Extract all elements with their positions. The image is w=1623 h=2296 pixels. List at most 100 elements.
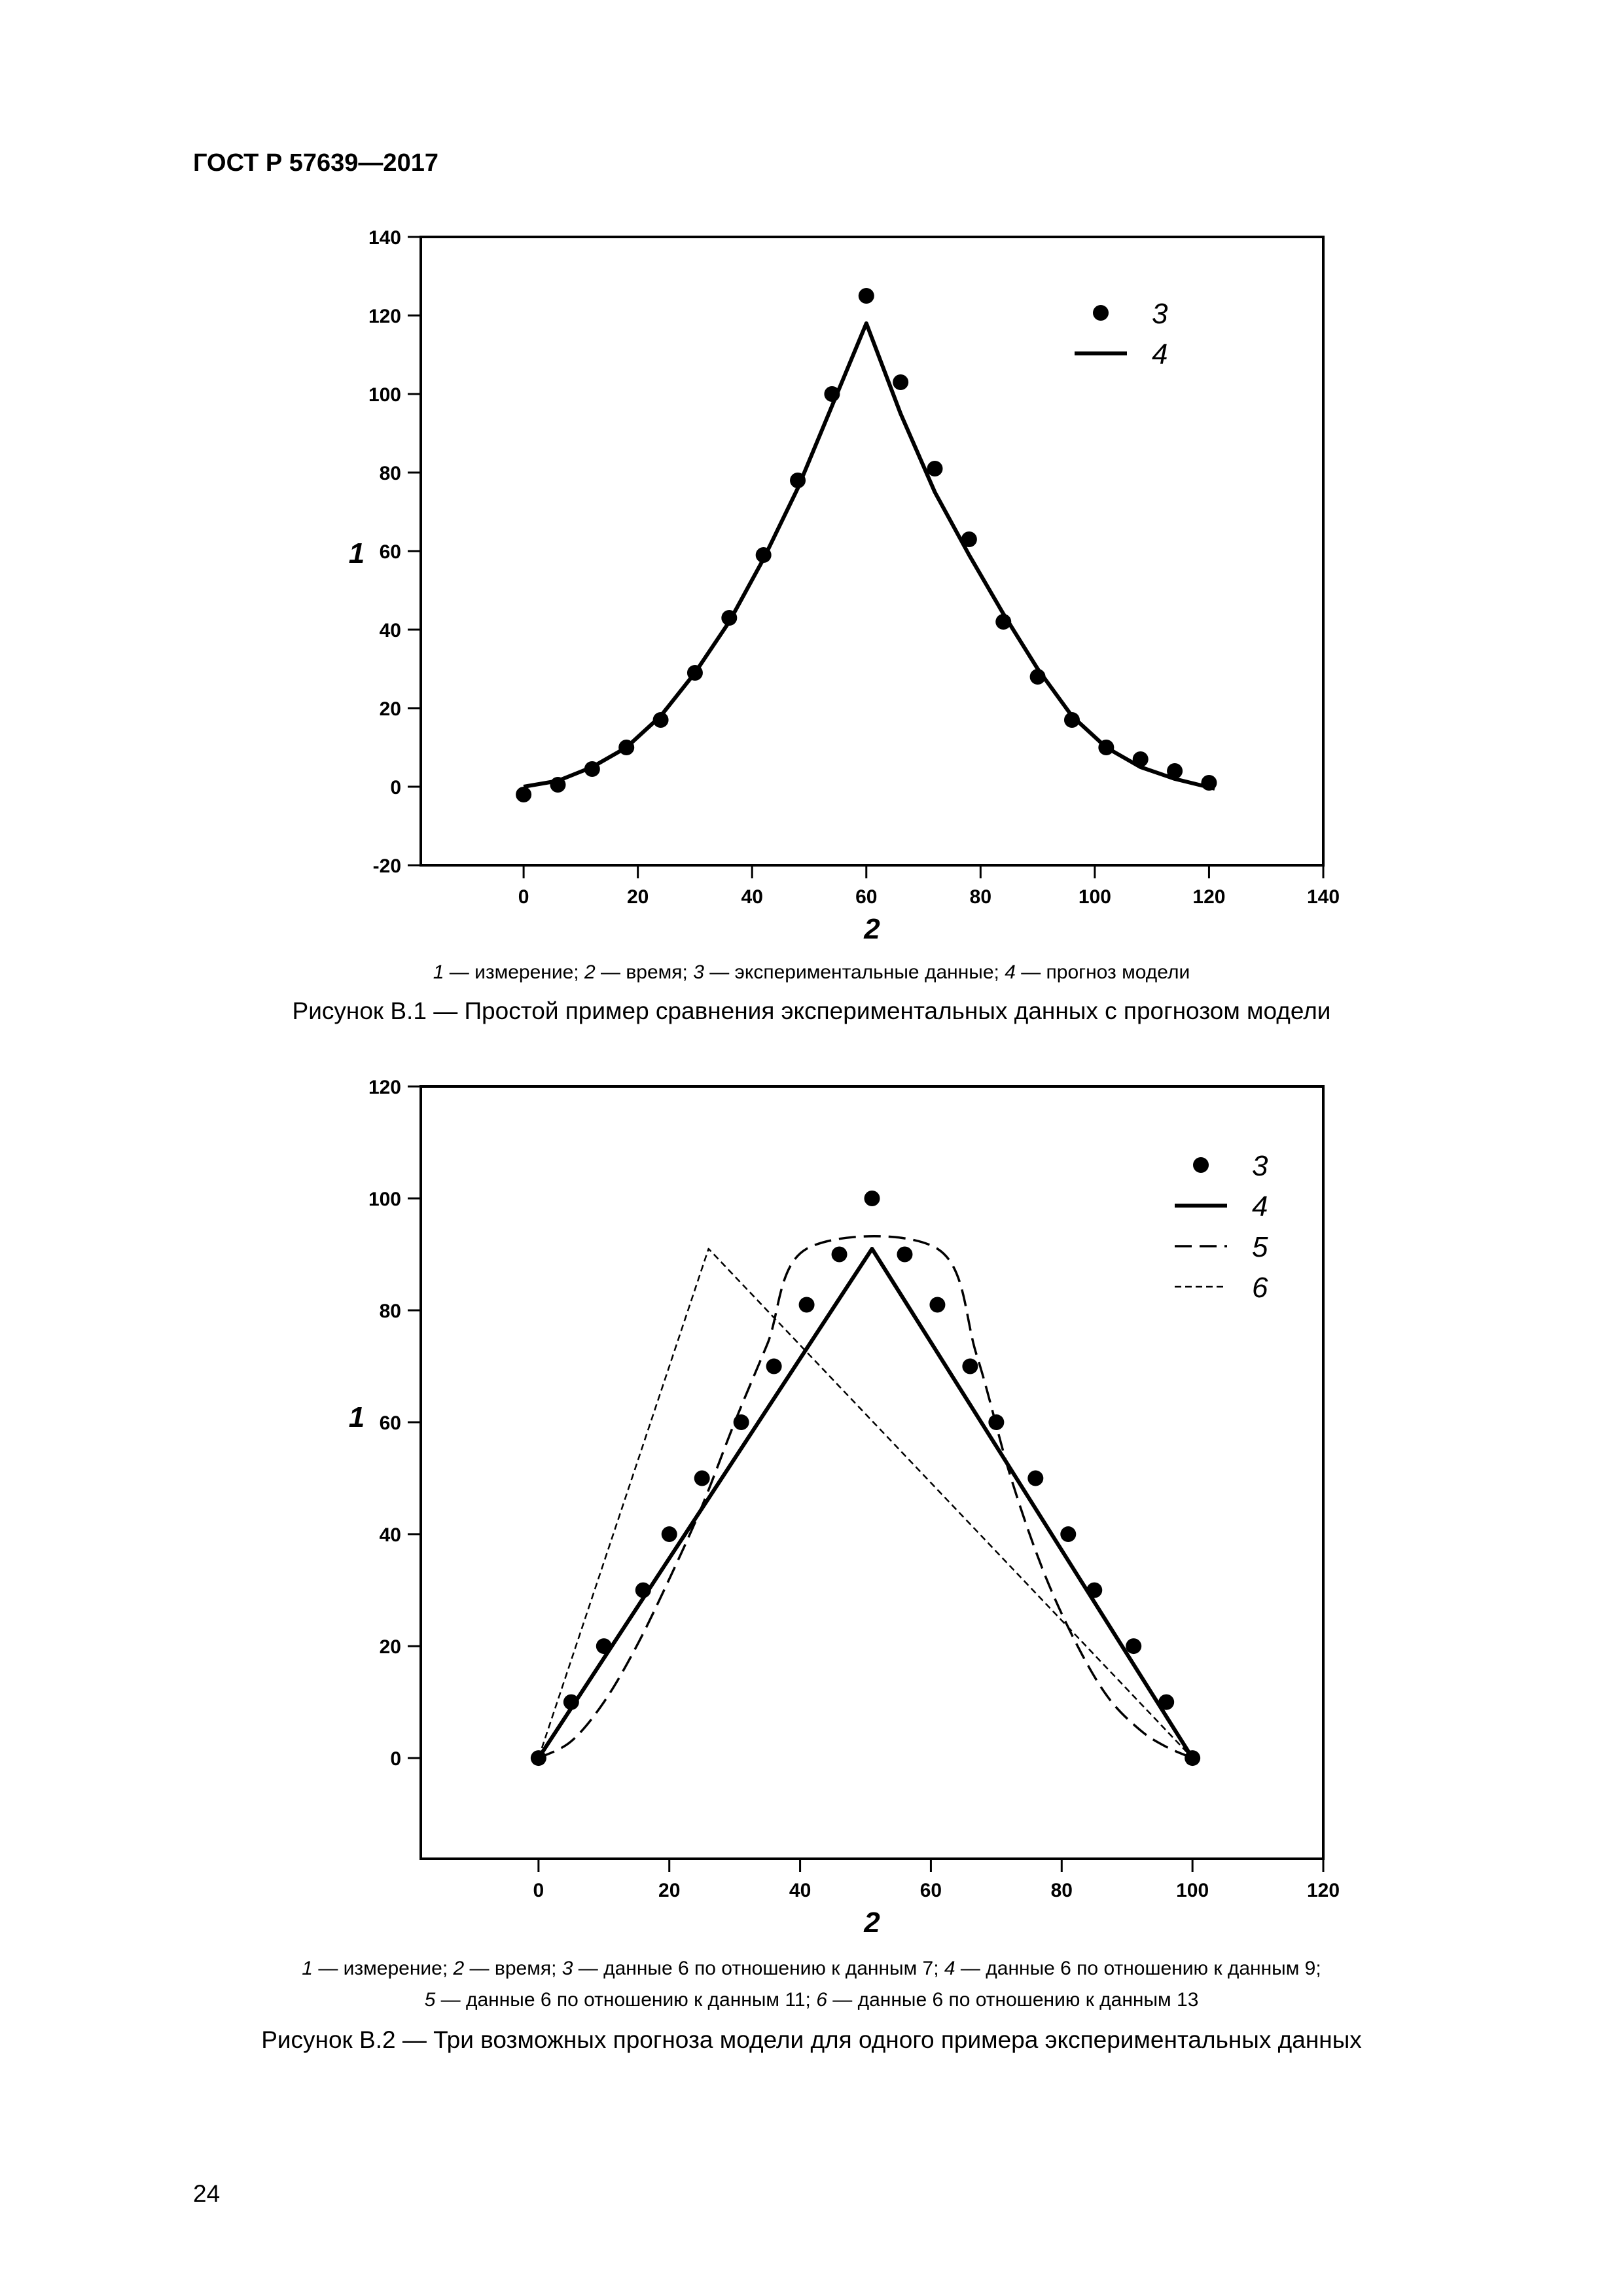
data-point [1060,1526,1077,1543]
legend-marker [1093,305,1109,321]
data-point [1158,1694,1175,1710]
x-tick-label: 100 [1079,886,1111,908]
legend-label: 5 [1252,1231,1268,1263]
x-tick-label: 40 [789,1880,811,1901]
x-tick-label: 20 [627,886,649,908]
data-point [1063,712,1080,728]
data-point [962,1358,978,1374]
legend-label: 3 [1252,1150,1268,1182]
x-axis-label: 2 [863,1907,880,1939]
y-tick-label: 120 [368,1077,401,1098]
x-tick-label: 140 [1307,886,1340,908]
legend-label: 4 [1252,1191,1268,1223]
series-line-4 [537,1246,1194,1759]
data-point [858,288,874,304]
note-num: 6 [816,1989,827,2011]
y-tick-label: 0 [390,777,401,798]
data-point [516,787,532,802]
data-point [661,1526,677,1543]
note-text: — экспериментальные данные; [704,961,1005,983]
data-point [961,531,977,547]
y-tick-label: 120 [368,306,401,327]
y-tick-label: 60 [380,541,401,563]
x-tick-label: 20 [658,1880,680,1901]
x-tick-label: 0 [533,1880,544,1901]
x-tick-label: 60 [920,1880,942,1901]
note-num: 3 [562,1958,573,1979]
note-text: — данные 6 по отношению к данным 9; [955,1958,1321,1979]
x-tick-label: 100 [1176,1880,1209,1901]
document-header: ГОСТ Р 57639—2017 [193,149,438,177]
x-tick-label: 120 [1307,1880,1340,1901]
data-point [694,1470,710,1486]
note-num: 4 [1005,961,1016,983]
y-tick-label: 140 [368,227,401,249]
data-point [1126,1638,1142,1655]
note-text: — данные 6 по отношению к данным 11; [435,1989,817,2011]
y-tick-label: 40 [380,1524,401,1546]
note-num: 1 [302,1958,313,1979]
y-tick-label: 20 [380,698,401,720]
note-text: — измерение; [312,1958,454,1979]
y-tick-label: 40 [380,620,401,641]
x-axis-label: 2 [863,913,880,945]
data-point [897,1246,913,1263]
figure-2-chart: 0 20 40 60 80 100 120 0 20 40 60 80 100 120 2 1 3 4 5 6 [349,1077,1340,1939]
legend-label: 3 [1152,298,1168,330]
y-tick-label: 80 [380,463,401,484]
data-point [1027,1470,1044,1486]
y-tick-label: -20 [373,855,401,877]
data-point [1167,763,1183,779]
series-line-5 [538,1234,1193,1759]
x-tick-label: 80 [970,886,991,908]
plot-frame [419,1085,1325,1860]
x-tick-label: 120 [1192,886,1225,908]
note-line: 5 — данные 6 по отношению к данным 11; 6… [0,1984,1623,2016]
note-num: 2 [584,961,596,983]
data-point [563,1694,579,1710]
note-num: 2 [453,1958,465,1979]
series-line-6 [537,1247,1194,1759]
data-point [893,374,909,390]
note-num: 4 [944,1958,955,1979]
y-tick-label: 0 [390,1748,401,1770]
data-point [929,1297,946,1313]
note-text: — время; [595,961,694,983]
y-tick-label: 60 [380,1412,401,1434]
figure-2-caption: Рисунок В.2 — Три возможных прогноза мод… [261,2026,1362,2053]
x-tick-label: 60 [855,886,877,908]
note-text: — время; [464,1958,562,1979]
data-point [831,1246,847,1263]
data-point [798,1297,815,1313]
y-tick-label: 80 [380,1300,401,1322]
y-axis-label: 1 [349,1401,365,1433]
note-num: 5 [424,1989,436,2011]
note-text: — данные 6 по отношению к данным 7; [573,1958,944,1979]
x-tick-label: 40 [741,886,763,908]
x-tick-label: 0 [518,886,529,908]
legend-marker [1193,1157,1209,1173]
legend-label: 6 [1252,1272,1268,1304]
y-tick-label: 100 [368,384,401,406]
note-num: 3 [693,961,704,983]
note-text: — прогноз модели [1015,961,1190,983]
page-number: 24 [193,2180,221,2207]
data-point [927,461,943,476]
figure-1-caption: Рисунок В.1 — Простой пример сравнения э… [292,997,1331,1024]
note-text: — данные 6 по отношению к данным 13 [827,1989,1199,2011]
figure-1-chart: -20 0 20 40 60 80 100 120 140 0 20 40 60 80 100 120 140 2… [349,227,1340,945]
x-tick-label: 80 [1051,1880,1073,1901]
y-tick-label: 20 [380,1636,401,1658]
y-axis-label: 1 [349,537,365,569]
data-point [652,712,669,728]
series-line-4 [523,321,1215,791]
data-point [766,1358,782,1374]
note-num: 1 [433,961,444,983]
figure-1-legend-note: 1 — измерение; 2 — время; 3 — эксперимен… [0,957,1623,988]
y-tick-label: 100 [368,1189,401,1210]
note-line: 1 — измерение; 2 — время; 3 — данные 6 п… [0,1953,1623,1984]
plot-frame [419,236,1325,867]
figure-2-legend-note: 1 — измерение; 2 — время; 3 — данные 6 п… [0,1953,1623,2016]
note-text: — измерение; [444,961,584,983]
legend-label: 4 [1152,338,1168,370]
